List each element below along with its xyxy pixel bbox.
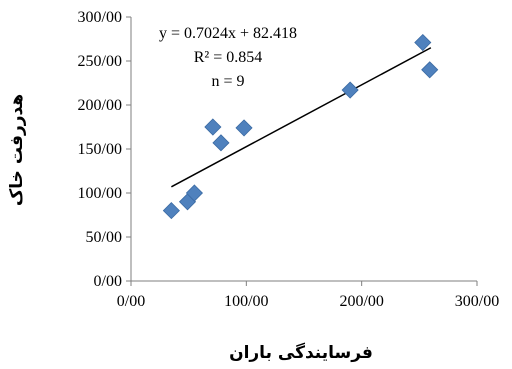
data-point xyxy=(185,184,203,202)
axes xyxy=(130,17,477,282)
x-tick-label: 100/00 xyxy=(224,293,268,310)
data-points xyxy=(162,33,439,220)
equation-label: y = 0.7024x + 82.418 xyxy=(159,25,297,42)
y-ticks: 0/00 50/00 100/00 150/00 200/00 250/00 300/00 xyxy=(78,9,131,290)
r-squared-label: R² = 0.854 xyxy=(194,49,263,66)
data-point xyxy=(204,118,222,136)
x-tick-label: 0/00 xyxy=(117,293,145,310)
y-tick-label: 300/00 xyxy=(78,9,122,26)
y-tick-label: 100/00 xyxy=(78,185,122,202)
data-point xyxy=(162,202,180,220)
x-ticks: 0/00 100/00 200/00 300/00 xyxy=(117,281,499,310)
data-point xyxy=(235,119,253,137)
y-axis-title: هدررفت خاک xyxy=(7,94,27,206)
equation-annotations: y = 0.7024x + 82.418 R² = 0.854 n = 9 xyxy=(159,25,297,90)
y-tick-label: 0/00 xyxy=(94,273,122,290)
data-point xyxy=(421,61,439,79)
trendline xyxy=(171,47,432,188)
n-label: n = 9 xyxy=(211,73,244,90)
data-point xyxy=(414,33,432,52)
y-tick-label: 250/00 xyxy=(78,53,122,70)
x-axis-title: فرسایندگی باران xyxy=(229,342,373,363)
x-tick-label: 200/00 xyxy=(339,293,383,310)
data-point xyxy=(212,134,230,152)
y-tick-label: 150/00 xyxy=(78,141,122,158)
y-tick-label: 50/00 xyxy=(86,229,122,246)
x-tick-label: 300/00 xyxy=(455,293,499,310)
y-tick-label: 200/00 xyxy=(78,97,122,114)
data-point xyxy=(341,81,359,99)
